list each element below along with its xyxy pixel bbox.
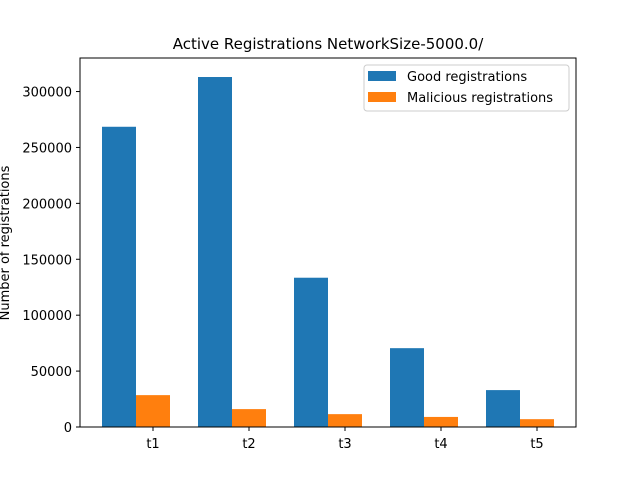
x-tick-label: t4: [434, 437, 447, 452]
bar-malicious-t1: [136, 395, 170, 427]
bar-good-t1: [102, 126, 136, 427]
y-tick-label: 200000: [22, 197, 72, 212]
bar-good-t2: [198, 77, 232, 427]
legend-label-malicious: Malicious registrations: [407, 91, 553, 106]
bar-malicious-t2: [232, 409, 266, 427]
x-axis-ticks: t1 t2 t3 t4 t5: [146, 427, 544, 452]
bar-malicious-t5: [520, 419, 554, 427]
legend: Good registrations Malicious registration…: [363, 64, 570, 112]
bar-good-t4: [390, 348, 424, 427]
x-tick-label: t1: [146, 437, 159, 452]
bar-malicious-t3: [328, 414, 362, 427]
bar-good-t5: [486, 390, 520, 427]
y-axis-ticks: 0 50000 100000 150000 200000 250000 300000: [22, 86, 80, 436]
y-axis-label: Number of registrations: [0, 165, 13, 320]
legend-label-good: Good registrations: [407, 70, 527, 85]
y-tick-label: 300000: [22, 86, 72, 101]
legend-swatch-good: [368, 71, 396, 81]
y-tick-label: 100000: [22, 309, 72, 324]
y-tick-label: 50000: [31, 365, 72, 380]
chart-title: Active Registrations NetworkSize-5000.0/: [173, 35, 485, 53]
bar-good-t3: [294, 277, 328, 427]
x-tick-label: t3: [338, 437, 351, 452]
y-tick-label: 250000: [22, 141, 72, 156]
bars-group: [102, 77, 554, 427]
x-tick-label: t5: [530, 437, 543, 452]
x-tick-label: t2: [242, 437, 255, 452]
plot-frame: [79, 57, 577, 428]
y-tick-label: 150000: [22, 253, 72, 268]
legend-swatch-malicious: [368, 92, 396, 102]
legend-box: [363, 64, 570, 112]
bar-malicious-t4: [424, 416, 458, 427]
y-tick-label: 0: [64, 421, 72, 436]
